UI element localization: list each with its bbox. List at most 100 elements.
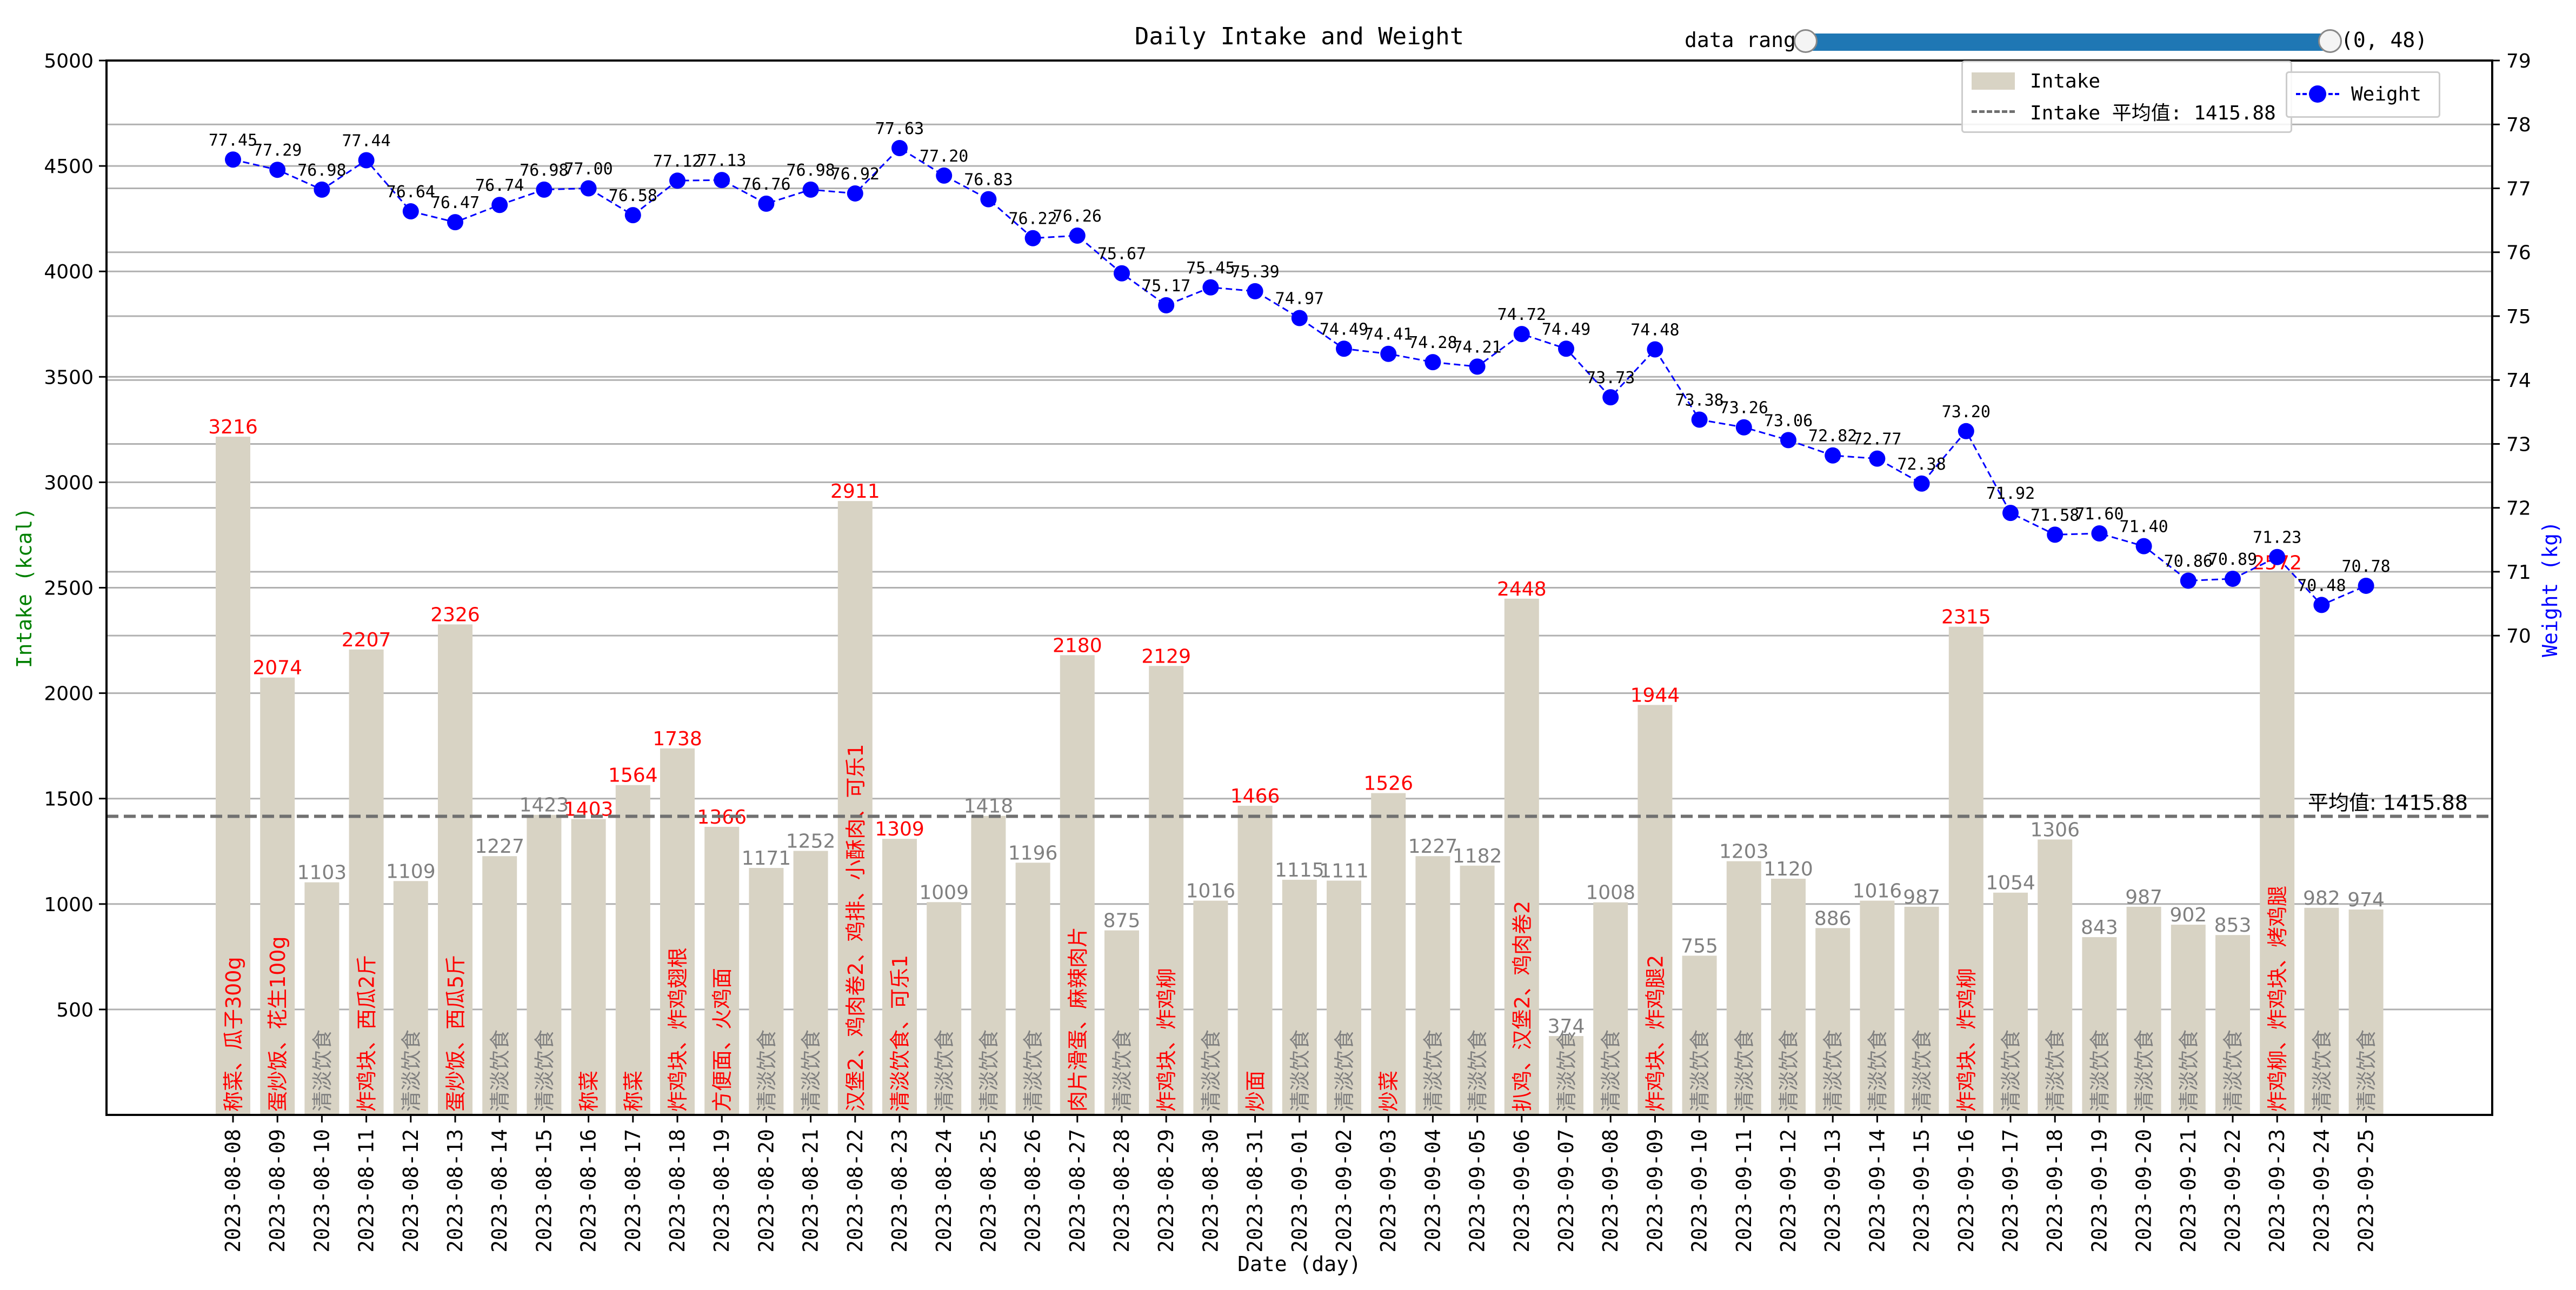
intake-bar <box>2215 935 2250 1115</box>
intake-value-label: 1944 <box>1630 684 1680 706</box>
x-tick-label: 2023-09-19 <box>2087 1129 2111 1253</box>
chart-title: Daily Intake and Weight <box>1135 23 1464 50</box>
intake-bar <box>571 819 606 1115</box>
range-slider-value: (0, 48) <box>2341 28 2428 52</box>
weight-point <box>714 172 730 189</box>
intake-note-label: 清淡饮食 <box>977 1030 1001 1112</box>
weight-point <box>980 191 997 208</box>
intake-bar <box>216 437 250 1115</box>
intake-bar <box>1504 598 1539 1115</box>
axes: 500 1000 1500 2000 2500 3000 3500 4000 4500 5000 7… <box>44 50 2531 1253</box>
weight-value-label: 71.23 <box>2253 529 2301 547</box>
x-tick-label: 2023-08-15 <box>532 1129 556 1253</box>
intake-value-label: 1403 <box>564 799 614 821</box>
x-tick-label: 2023-09-06 <box>1510 1129 1534 1253</box>
intake-note-label: 清淡饮食 <box>1199 1030 1223 1112</box>
intake-note-label: 清淡饮食 <box>2133 1030 2156 1112</box>
intake-value-label: 1252 <box>786 830 836 852</box>
weight-value-label: 73.26 <box>1720 399 1768 418</box>
intake-note-label: 清淡饮食 <box>1688 1030 1712 1112</box>
weight-value-label: 76.98 <box>520 161 568 180</box>
weight-value-label: 74.72 <box>1497 305 1546 324</box>
intake-bar <box>1948 626 1983 1115</box>
weight-point <box>2225 570 2241 587</box>
weight-value-label: 76.64 <box>387 183 435 202</box>
weight-value-label: 77.29 <box>253 141 302 160</box>
y-right-tick-label: 77 <box>2506 178 2531 200</box>
x-tick-label: 2023-09-13 <box>1821 1129 1845 1253</box>
intake-bar <box>2304 907 2339 1115</box>
intake-bar <box>1327 880 1361 1115</box>
weight-point <box>1825 447 1841 464</box>
weight-point <box>2002 505 2019 522</box>
y-right-tick-label: 75 <box>2506 306 2531 328</box>
intake-note-label: 清淡饮食 <box>1555 1030 1579 1112</box>
weight-value-label: 76.92 <box>831 165 880 184</box>
intake-note-label: 炒菜 <box>1377 1071 1401 1112</box>
intake-value-label: 2207 <box>342 629 391 651</box>
weight-point <box>1024 230 1041 246</box>
x-tick-label: 2023-09-10 <box>1688 1129 1712 1253</box>
intake-value-label: 987 <box>2125 886 2162 908</box>
weight-value-label: 73.20 <box>1942 403 1991 422</box>
range-slider-min-handle[interactable] <box>1794 29 1818 53</box>
intake-bar <box>971 816 1006 1115</box>
intake-note-label: 清淡饮食 <box>2355 1030 2379 1112</box>
x-tick-label: 2023-09-18 <box>2043 1129 2067 1253</box>
weight-value-label: 76.76 <box>742 175 790 194</box>
weight-point <box>1425 354 1441 371</box>
weight-value-label: 77.20 <box>920 147 968 166</box>
intake-note-label: 清淡饮食 <box>400 1030 423 1112</box>
intake-note-label: 清淡饮食 <box>1911 1030 1934 1112</box>
intake-note-label: 清淡饮食、可乐1 <box>888 955 912 1112</box>
weight-point <box>1247 283 1263 299</box>
intake-bar <box>304 882 340 1115</box>
weight-value-label: 76.22 <box>1008 210 1057 229</box>
intake-bar <box>1015 863 1050 1115</box>
x-tick-label: 2023-09-03 <box>1376 1129 1400 1253</box>
intake-bar <box>482 856 517 1115</box>
intake-value-label: 1103 <box>297 862 347 884</box>
intake-bar <box>1149 666 1184 1115</box>
intake-bar <box>837 501 873 1115</box>
intake-value-label: 853 <box>2214 914 2252 937</box>
intake-bar <box>260 677 295 1115</box>
intake-bar <box>2171 925 2206 1115</box>
weight-point <box>1647 341 1663 358</box>
y-left-tick-label: 1500 <box>44 788 94 811</box>
y-left-tick-label: 4000 <box>44 261 94 283</box>
intake-value-label: 2326 <box>430 604 480 626</box>
weight-value-label: 76.26 <box>1053 207 1102 226</box>
weight-value-label: 72.82 <box>1808 427 1857 446</box>
intake-note-label: 清淡饮食 <box>1466 1030 1490 1112</box>
y-right-tick-label: 70 <box>2506 625 2531 647</box>
range-slider-max-handle[interactable] <box>2318 29 2342 53</box>
intake-bar <box>2126 906 2161 1115</box>
weight-value-label: 73.73 <box>1586 369 1635 387</box>
y-left-tick-label: 1000 <box>44 894 94 916</box>
x-tick-label: 2023-08-19 <box>710 1129 734 1253</box>
intake-note-label: 蛋炒饭、花生100g <box>266 936 290 1112</box>
x-tick-label: 2023-08-26 <box>1021 1129 1045 1253</box>
weight-value-label: 77.13 <box>697 151 746 170</box>
intake-value-label: 987 <box>1903 886 1940 908</box>
intake-note-label: 清淡饮食 <box>1333 1030 1356 1112</box>
intake-note-label: 炸鸡块、炸鸡翅根 <box>666 947 690 1112</box>
weight-value-label: 71.92 <box>1986 484 2035 503</box>
intake-bar <box>927 902 962 1115</box>
weight-point <box>624 207 641 224</box>
intake-value-label: 1309 <box>875 818 924 840</box>
range-slider-track[interactable] <box>1806 34 2330 51</box>
x-tick-label: 2023-08-14 <box>488 1129 511 1253</box>
weight-point <box>1958 423 1974 439</box>
intake-value-label: 1564 <box>608 765 658 787</box>
y-left-tick-label: 2000 <box>44 683 94 705</box>
weight-point <box>1469 358 1486 375</box>
x-tick-label: 2023-09-04 <box>1421 1129 1445 1253</box>
weight-value-label: 76.47 <box>431 193 480 212</box>
x-tick-label: 2023-08-16 <box>577 1129 601 1253</box>
y-right-tick-label: 73 <box>2506 433 2531 456</box>
weight-value-label: 76.98 <box>297 161 346 180</box>
intake-value-label: 1016 <box>1186 880 1236 903</box>
